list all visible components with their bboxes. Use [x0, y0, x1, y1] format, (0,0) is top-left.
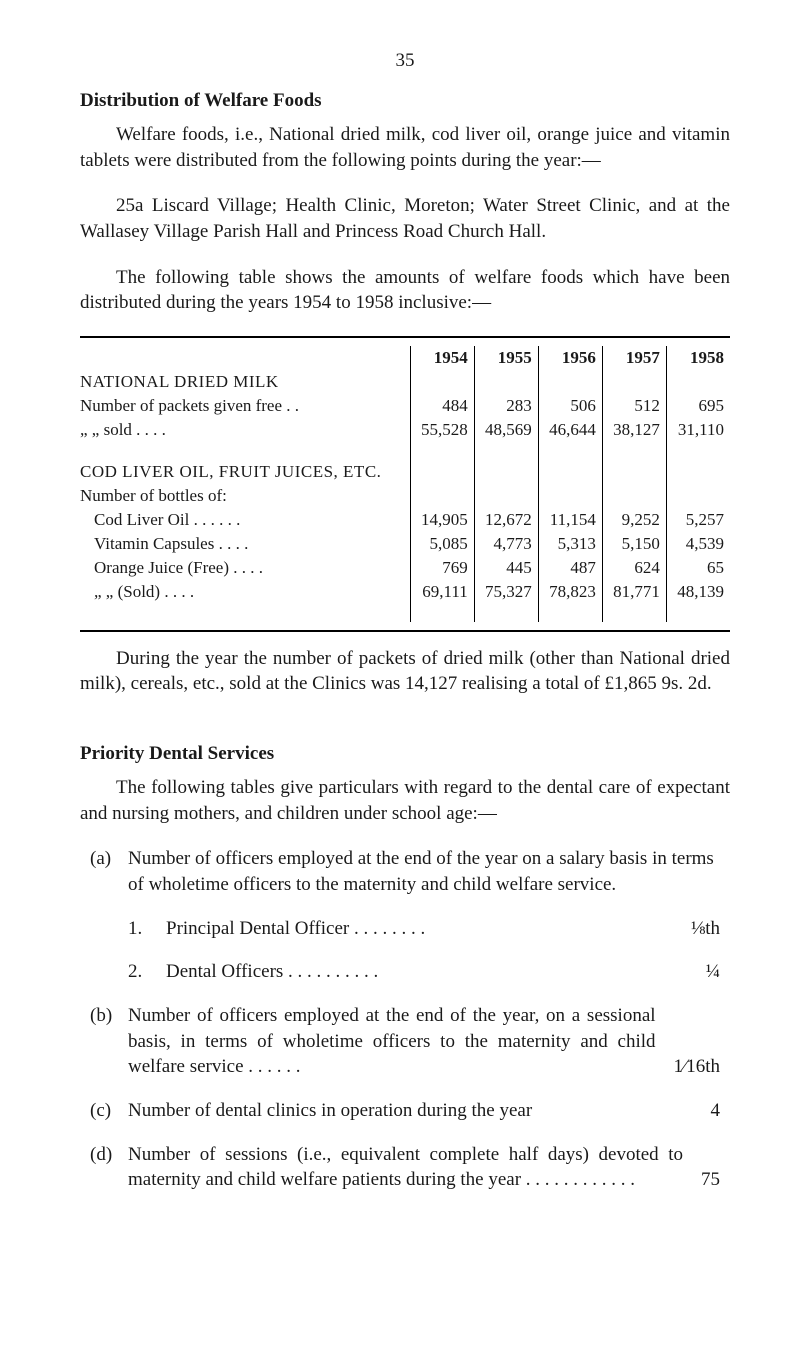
list-item-b: (b) Number of officers employed at the e… [80, 1003, 730, 1080]
sub-list-value: ¼ [706, 959, 720, 985]
sub-list-label: Principal Dental Officer . . . . . . . . [166, 916, 673, 942]
table-cell: 5,257 [666, 508, 730, 532]
list-text: Number of sessions (i.e., equivalent com… [128, 1142, 683, 1193]
table-header-row: 1954 1955 1956 1957 1958 [80, 346, 730, 370]
table-cell: 12,672 [474, 508, 538, 532]
table-cell: 484 [410, 394, 474, 418]
list-value: 75 [701, 1167, 720, 1193]
table-header-cell: 1956 [538, 346, 602, 370]
table-row: Number of packets given free . . 484 283… [80, 394, 730, 418]
table-row-label: Number of packets given free . . [80, 394, 410, 418]
table-cell: 512 [602, 394, 666, 418]
table-cell: 283 [474, 394, 538, 418]
document-page: 35 Distribution of Welfare Foods Welfare… [0, 0, 800, 1349]
table-cell: 9,252 [602, 508, 666, 532]
table-header-cell: 1957 [602, 346, 666, 370]
table-cell: 695 [666, 394, 730, 418]
table-cell: 445 [474, 556, 538, 580]
list-item-c: (c) Number of dental clinics in operatio… [80, 1098, 730, 1124]
table-cell: 69,111 [410, 580, 474, 604]
table-rule [80, 630, 730, 632]
table-row-label: „ „ sold . . . . [80, 418, 410, 442]
list-marker: (d) [90, 1142, 112, 1168]
table-cell: 78,823 [538, 580, 602, 604]
section-heading-dental: Priority Dental Services [80, 743, 730, 765]
table-cell: 5,150 [602, 532, 666, 556]
sub-list-item: 2. Dental Officers . . . . . . . . . . ¼ [128, 959, 720, 985]
paragraph: The following table shows the amounts of… [80, 265, 730, 316]
table-row: Orange Juice (Free) . . . . 769 445 487 … [80, 556, 730, 580]
table-cell: 48,569 [474, 418, 538, 442]
table-header-blank [80, 346, 410, 370]
table-row: Number of bottles of: [80, 484, 730, 508]
table-header-cell: 1955 [474, 346, 538, 370]
paragraph: The following tables give particulars wi… [80, 775, 730, 826]
table-cell: 46,644 [538, 418, 602, 442]
list-item-a: (a) Number of officers employed at the e… [80, 846, 730, 985]
table-row: „ „ sold . . . . 55,528 48,569 46,644 38… [80, 418, 730, 442]
table-group-label: COD LIVER OIL, FRUIT JUICES, ETC. [80, 460, 410, 484]
list-text: Number of dental clinics in operation du… [128, 1098, 693, 1124]
table-row-label: Cod Liver Oil . . . . . . [80, 508, 410, 532]
table-row: Vitamin Capsules . . . . 5,085 4,773 5,3… [80, 532, 730, 556]
table-header-cell: 1954 [410, 346, 474, 370]
sub-list-item: 1. Principal Dental Officer . . . . . . … [128, 916, 720, 942]
table-cell: 38,127 [602, 418, 666, 442]
table-row-label: Orange Juice (Free) . . . . [80, 556, 410, 580]
table-row-label: Vitamin Capsules . . . . [80, 532, 410, 556]
table-cell: 769 [410, 556, 474, 580]
table-rule [80, 336, 730, 338]
table-cell: 5,313 [538, 532, 602, 556]
table-cell: 624 [602, 556, 666, 580]
table-cell: 31,110 [666, 418, 730, 442]
table-cell: 65 [666, 556, 730, 580]
section-heading-welfare: Distribution of Welfare Foods [80, 90, 730, 112]
table-cell: 4,773 [474, 532, 538, 556]
table-cell: 506 [538, 394, 602, 418]
table-row-label: „ „ (Sold) . . . . [80, 580, 410, 604]
page-number: 35 [80, 50, 730, 72]
sub-list-marker: 1. [128, 916, 142, 942]
welfare-foods-table: 1954 1955 1956 1957 1958 NATIONAL DRIED … [80, 346, 730, 622]
list-item-d: (d) Number of sessions (i.e., equivalent… [80, 1142, 730, 1193]
list-text: Number of officers employed at the end o… [128, 848, 714, 895]
list-marker: (b) [90, 1003, 112, 1029]
sub-list-label: Dental Officers . . . . . . . . . . [166, 959, 688, 985]
table-cell: 5,085 [410, 532, 474, 556]
sub-list-marker: 2. [128, 959, 142, 985]
table-cell: 4,539 [666, 532, 730, 556]
list-text: Number of officers employed at the end o… [128, 1003, 656, 1080]
paragraph: 25a Liscard Village; Health Clinic, More… [80, 193, 730, 244]
table-group-head: NATIONAL DRIED MILK [80, 370, 730, 394]
table-row: „ „ (Sold) . . . . 69,111 75,327 78,823 … [80, 580, 730, 604]
list-value: 1⁄16th [674, 1054, 720, 1080]
table-cell: 75,327 [474, 580, 538, 604]
list-marker: (c) [90, 1098, 111, 1124]
table-cell: 48,139 [666, 580, 730, 604]
list-marker: (a) [90, 846, 111, 872]
table-cell: 81,771 [602, 580, 666, 604]
table-header-cell: 1958 [666, 346, 730, 370]
list-value: 4 [711, 1098, 721, 1124]
table-cell: 487 [538, 556, 602, 580]
sub-list-value: ⅛th [691, 916, 720, 942]
table-row-label: Number of bottles of: [80, 484, 410, 508]
table-group-label: NATIONAL DRIED MILK [80, 370, 410, 394]
table-spacer [80, 442, 730, 460]
table-cell: 55,528 [410, 418, 474, 442]
spacer [80, 717, 730, 743]
paragraph: Welfare foods, i.e., National dried milk… [80, 122, 730, 173]
table-spacer [80, 604, 730, 622]
table-cell: 11,154 [538, 508, 602, 532]
table-group-head: COD LIVER OIL, FRUIT JUICES, ETC. [80, 460, 730, 484]
paragraph: During the year the number of packets of… [80, 646, 730, 697]
table-row: Cod Liver Oil . . . . . . 14,905 12,672 … [80, 508, 730, 532]
table-cell: 14,905 [410, 508, 474, 532]
